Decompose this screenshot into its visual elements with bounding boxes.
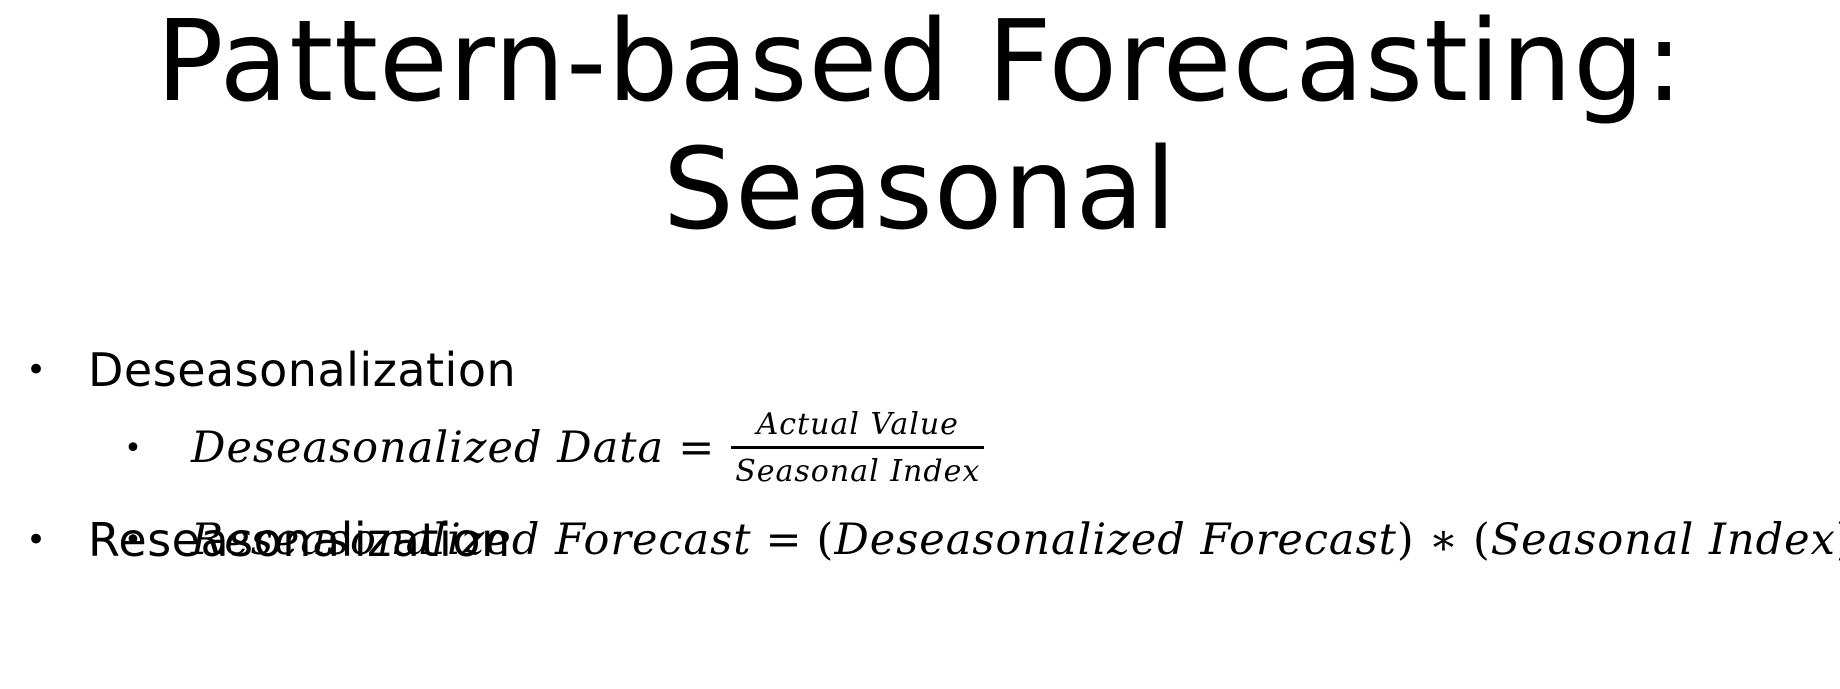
bullet-label: Reseasonalization — [88, 513, 511, 567]
bullet-deseasonalization: • Deseasonalization — [0, 340, 516, 400]
open-paren: ( — [816, 515, 835, 565]
bullet-reseasonalization: • Reseasonalization — [0, 510, 511, 570]
bullet-dot: • — [25, 350, 47, 390]
equals-sign: = — [678, 423, 716, 473]
formula-lhs: Reseasonalized Forecast — [191, 515, 752, 565]
bullet-label: Deseasonalization — [88, 343, 517, 397]
title-line-2: Seasonal — [662, 125, 1178, 255]
fraction: Actual Value Seasonal Index — [731, 406, 985, 491]
formula-deseasonalization: • Deseasonalized Data = Actual Value Sea… — [103, 398, 985, 498]
bullet-dot: • — [25, 520, 47, 560]
equals-sign: = — [765, 515, 803, 565]
fraction-denominator: Seasonal Index — [735, 453, 981, 489]
multiply-operator: ∗ — [1428, 515, 1459, 565]
formula-expression: Reseasonalized Forecast = ( Deseasonaliz… — [191, 515, 1840, 565]
slide-title: Pattern-based Forecasting: Seasonal — [0, 0, 1840, 254]
title-line-1: Pattern-based Forecasting: — [156, 0, 1684, 127]
close-paren: ) — [1396, 515, 1415, 565]
formula-lhs: Deseasonalized Data — [191, 423, 665, 473]
sub-bullet-dot: • — [124, 430, 142, 466]
fraction-numerator: Actual Value — [756, 406, 959, 442]
sub-bullet-dot: • — [124, 522, 142, 558]
fraction-bar — [731, 445, 985, 449]
open-paren: ( — [1472, 515, 1491, 565]
formula-term-1: Deseasonalized Forecast — [834, 515, 1397, 565]
formula-reseasonalization: • Reseasonalized Forecast = ( Deseasonal… — [103, 512, 1840, 568]
close-paren: ) — [1836, 515, 1840, 565]
formula-term-2: Seasonal Index — [1490, 515, 1836, 565]
formula-expression: Deseasonalized Data = Actual Value Seaso… — [191, 406, 985, 491]
